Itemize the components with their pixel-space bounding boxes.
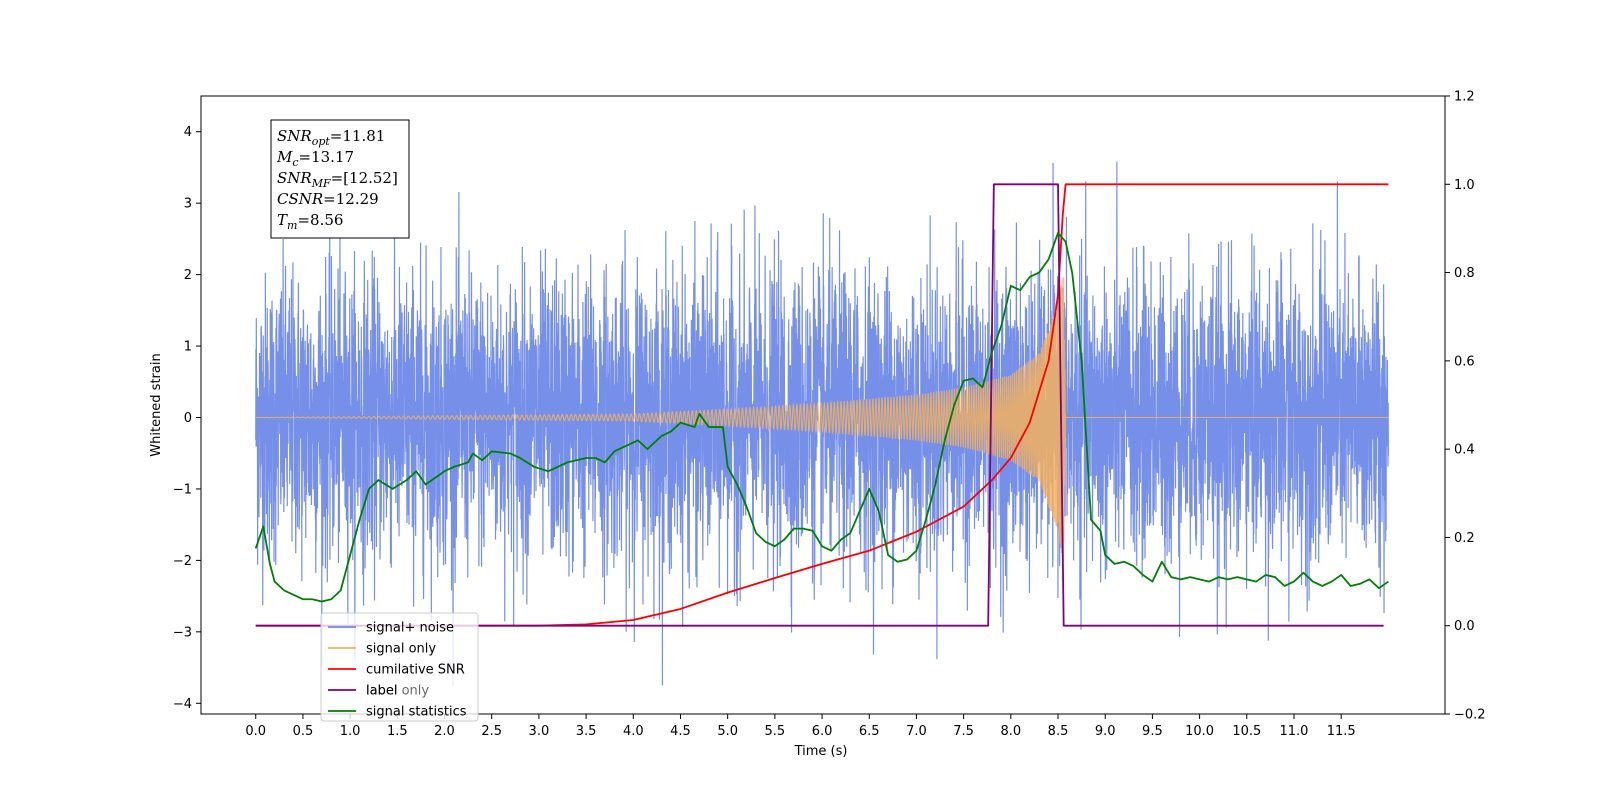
x-tick-label: 0.5 <box>293 724 314 739</box>
legend-label: signal+ noise <box>366 621 454 636</box>
x-tick-label: 1.0 <box>340 724 361 739</box>
legend-label: signal statistics <box>366 705 467 720</box>
x-axis: 0.0 0.5 1.0 1.5 2.0 2.5 3.0 3.5 4.0 4.5 5.0 5.5 6.0 6… <box>245 714 1356 739</box>
y2-tick-label: 0.8 <box>1454 266 1475 281</box>
y-tick-label: −1 <box>173 482 192 497</box>
x-tick-label: 4.0 <box>623 724 644 739</box>
y-tick-label: 4 <box>184 125 192 140</box>
y-tick-label: −4 <box>173 697 192 712</box>
x-tick-label: 7.5 <box>953 724 974 739</box>
legend: signal+ noise signal only cumilative SNR la… <box>320 612 479 722</box>
annotation-line: Mc=13.17 <box>276 148 354 169</box>
y2-tick-label: 0.2 <box>1454 531 1475 546</box>
y-axis-label: Whitened strain <box>149 353 164 456</box>
y-tick-label: 3 <box>184 197 192 212</box>
series-signal-only <box>255 277 1389 562</box>
x-tick-label: 0.0 <box>245 724 266 739</box>
x-tick-label: 7.0 <box>906 724 927 739</box>
left-y-axis: −4 −3 −2 −1 0 1 2 3 4 <box>173 125 201 712</box>
x-tick-label: 10.5 <box>1232 724 1261 739</box>
x-tick-label: 5.0 <box>717 724 738 739</box>
x-tick-label: 3.5 <box>576 724 597 739</box>
x-tick-label: 11.5 <box>1327 724 1356 739</box>
y2-tick-label: 0.6 <box>1454 354 1475 369</box>
x-tick-label: 10.0 <box>1185 724 1214 739</box>
y-tick-label: 0 <box>184 411 192 426</box>
x-tick-label: 8.5 <box>1048 724 1069 739</box>
plot-frame <box>200 95 1446 715</box>
annotation-box: SNRopt=11.81Mc=13.17SNRMF=[12.52]CSNR=12… <box>270 119 410 239</box>
y2-tick-label: 0.4 <box>1454 443 1475 458</box>
x-tick-label: 8.0 <box>1000 724 1021 739</box>
annotation-line: CSNR=12.29 <box>277 190 379 208</box>
y-tick-label: 1 <box>184 340 192 355</box>
x-tick-label: 5.5 <box>765 724 786 739</box>
x-tick-label: 3.0 <box>529 724 550 739</box>
legend-label: cumilative SNR <box>366 663 465 678</box>
annotation-line: SNRMF=[12.52] <box>277 169 398 190</box>
x-tick-label: 11.0 <box>1280 724 1309 739</box>
annotation-line: SNRopt=11.81 <box>277 127 385 148</box>
y2-tick-label: −0.2 <box>1454 708 1486 723</box>
x-tick-label: 2.5 <box>481 724 502 739</box>
annotation-line: Tm=8.56 <box>277 211 343 232</box>
x-tick-label: 6.0 <box>812 724 833 739</box>
y-tick-label: −3 <box>173 625 192 640</box>
right-y-axis: −0.2 0.0 0.2 0.4 0.6 0.8 1.0 1.2 <box>1445 90 1486 723</box>
y2-tick-label: 0.0 <box>1454 619 1475 634</box>
x-tick-label: 2.0 <box>434 724 455 739</box>
series-signal-statistics <box>254 231 1389 603</box>
x-tick-label: 4.5 <box>670 724 691 739</box>
legend-label: label <box>366 684 397 699</box>
x-tick-label: 9.5 <box>1142 724 1163 739</box>
series-cumulative-snr <box>255 183 1389 627</box>
series-signal-noise <box>255 161 1389 686</box>
legend-ghost-label: label only <box>366 684 429 699</box>
x-axis-label: Time (s) <box>794 744 848 759</box>
x-tick-label: 6.5 <box>859 724 880 739</box>
x-tick-label: 9.0 <box>1095 724 1116 739</box>
y2-tick-label: 1.0 <box>1454 178 1475 193</box>
y2-tick-label: 1.2 <box>1454 90 1475 105</box>
series-layer <box>254 161 1389 686</box>
y-tick-label: −2 <box>173 554 192 569</box>
legend-label: signal only <box>366 642 436 657</box>
series-label <box>255 183 1384 627</box>
y-tick-label: 2 <box>184 268 192 283</box>
x-tick-label: 1.5 <box>387 724 408 739</box>
